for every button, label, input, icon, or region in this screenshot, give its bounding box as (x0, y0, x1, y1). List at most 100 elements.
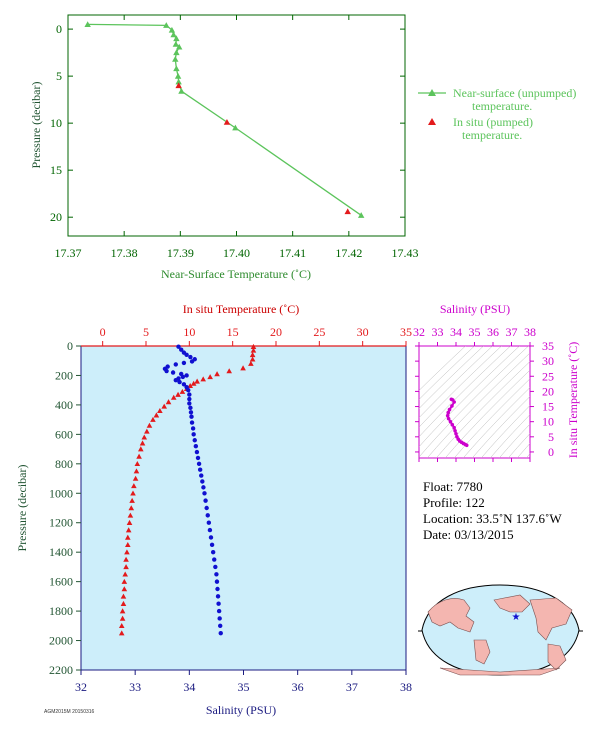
ts-density-contour (462, 387, 530, 458)
salinity-point (189, 414, 194, 419)
temperature-point (187, 382, 193, 389)
salinity-point (188, 354, 193, 360)
pressure-tick-label: 400 (55, 398, 73, 412)
temperature-point (134, 461, 141, 467)
temperature-point (131, 483, 137, 489)
near-surface-x-tick-label: 17.41 (279, 246, 306, 260)
near-surface-point (232, 124, 239, 131)
temperature-point (214, 371, 220, 377)
temperature-point (179, 388, 186, 394)
temperature-point (248, 360, 254, 366)
temperature-point (144, 428, 150, 434)
salinity-point (202, 491, 207, 496)
in-situ-point (344, 208, 351, 215)
salinity-point (194, 449, 200, 455)
salinity-point (173, 362, 178, 367)
ts-point (446, 410, 451, 415)
ts-temperature-tick-label: 25 (542, 369, 554, 383)
temperature-tick-label: 35 (400, 325, 412, 339)
salinity-tick-label: 37 (346, 680, 358, 694)
salinity-tick-label: 35 (238, 680, 250, 694)
ts-density-contour (527, 326, 601, 468)
temperature-point (127, 512, 134, 518)
near-surface-chart: 17.37 17.38 17.39 17.40 17.41 17.42 17.43 0 5 10… (29, 14, 576, 281)
near-surface-y-tick-label: 15 (50, 163, 62, 177)
profile-pressure-ticks: 0 200 400 600 800 1000 1200 1400 1600 1800 2000 220… (49, 339, 81, 677)
temperature-point (133, 468, 140, 474)
near-surface-x-tick-label: 17.42 (335, 246, 362, 260)
salinity-point (180, 374, 186, 380)
near-surface-point (357, 212, 365, 218)
temperature-point (122, 571, 128, 577)
temperature-point (124, 549, 130, 555)
profile-y-axis-label: Pressure (decibar) (15, 465, 29, 552)
temperature-point (123, 564, 129, 570)
pressure-tick-label: 1400 (49, 545, 73, 559)
temperature-point (123, 556, 129, 562)
temperature-point (165, 399, 172, 405)
legend-marker-in-situ (428, 118, 436, 125)
temperature-point (119, 608, 126, 614)
footer-credit: AGM2015M 20150316 (44, 709, 95, 715)
legend-label-in-situ: In situ (pumped) temperature. (453, 115, 536, 142)
near-surface-point (173, 65, 180, 72)
ts-temperature-tick-label: 20 (542, 384, 554, 398)
pressure-tick-label: 1200 (49, 516, 73, 530)
salinity-point (200, 479, 205, 484)
in-situ-point (175, 82, 182, 89)
ts-point (454, 431, 458, 436)
salinity-point (189, 420, 195, 425)
temperature-point (119, 615, 126, 621)
pressure-tick-label: 1000 (49, 486, 73, 500)
ts-salinity-tick-label: 32 (413, 325, 425, 339)
salinity-point (216, 601, 221, 606)
ts-point (450, 404, 454, 408)
temperature-tick-label: 30 (357, 325, 369, 339)
temperature-point (125, 534, 131, 540)
salinity-point (192, 438, 197, 443)
float-id: Float: 7780 (423, 479, 483, 494)
near-surface-point (172, 40, 180, 47)
near-surface-x-tick-label: 17.43 (392, 246, 419, 260)
temperature-point (207, 374, 213, 380)
temperature-point (141, 434, 148, 440)
near-surface-point (173, 35, 180, 42)
temperature-point (250, 343, 257, 349)
ts-density-contour (419, 346, 511, 438)
ts-salinity-tick-label: 35 (469, 325, 481, 339)
ts-series (445, 397, 469, 448)
ts-density-contour (419, 346, 466, 391)
near-surface-plot-frame (67, 14, 406, 237)
salinity-point (187, 396, 192, 402)
near-surface-point (163, 22, 170, 28)
temperature-point (120, 600, 127, 606)
salinity-point (188, 410, 194, 415)
temperature-point (136, 453, 142, 459)
temperature-tick-label: 20 (270, 325, 282, 339)
pressure-tick-label: 1600 (49, 575, 73, 589)
salinity-point (208, 535, 214, 540)
pressure-tick-label: 2000 (49, 634, 73, 648)
ts-density-contour (444, 369, 530, 458)
ts-density-contour (507, 433, 530, 458)
salinity-tick-label: 38 (400, 680, 412, 694)
ts-density-contours (419, 326, 601, 468)
salinity-point (189, 359, 195, 364)
ts-density-contour (419, 346, 520, 448)
ts-density-contour (419, 346, 493, 419)
salinity-point (197, 467, 203, 472)
salinity-point (218, 630, 223, 636)
temperature-point (150, 416, 156, 422)
salinity-point (195, 455, 201, 461)
pressure-tick-label: 1800 (49, 604, 73, 618)
ts-density-contour (525, 453, 530, 458)
salinity-point (170, 370, 176, 375)
ts-point (446, 416, 451, 421)
temperature-point (146, 422, 153, 428)
profile-date: Date: 03/13/2015 (423, 527, 514, 542)
temperature-point (250, 347, 257, 353)
ts-density-contour (498, 423, 530, 458)
ts-plot-frame (418, 345, 531, 459)
salinity-point (214, 579, 220, 584)
